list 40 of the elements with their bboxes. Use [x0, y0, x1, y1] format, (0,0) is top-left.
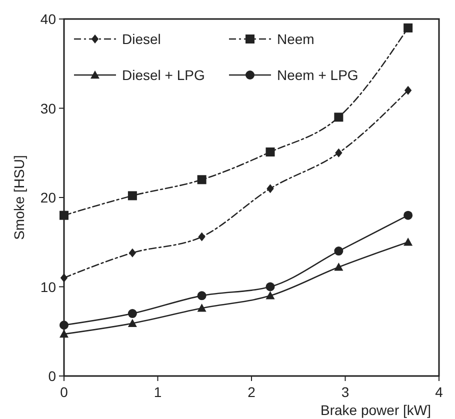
- y-tick-label: 30: [40, 100, 56, 116]
- x-tick-label: 0: [60, 384, 68, 400]
- point: [128, 191, 137, 200]
- point: [266, 147, 275, 156]
- y-tick-label: 10: [40, 278, 56, 295]
- point: [60, 210, 68, 220]
- point: [197, 175, 206, 184]
- point: [60, 273, 68, 282]
- legend-label: Diesel: [122, 31, 161, 47]
- point: [60, 320, 68, 330]
- y-tick-label: 20: [40, 190, 56, 206]
- point: [335, 148, 342, 158]
- point: [404, 210, 413, 220]
- point: [266, 291, 275, 300]
- legend-label: Diesel + LPG: [122, 67, 205, 83]
- point: [334, 112, 344, 122]
- point: [128, 318, 137, 327]
- point: [266, 184, 274, 194]
- x-tick-label: 4: [435, 384, 444, 400]
- point: [266, 282, 275, 292]
- point: [197, 291, 206, 300]
- x-axis-title: Brake power [kW]: [320, 402, 431, 418]
- x-tick-label: 2: [248, 384, 256, 400]
- y-tick-label: 40: [40, 11, 56, 27]
- point: [128, 248, 136, 258]
- y-axis-title: Smoke [HSU]: [11, 155, 27, 240]
- point: [334, 262, 344, 271]
- point: [198, 232, 206, 242]
- legend-label: Neem: [277, 31, 314, 47]
- point: [197, 304, 206, 312]
- point: [334, 246, 344, 256]
- point: [404, 23, 413, 32]
- point: [128, 309, 137, 318]
- y-tick-label: 0: [48, 368, 56, 384]
- point: [60, 330, 68, 338]
- x-tick-label: 1: [154, 384, 162, 400]
- x-tick-label: 3: [341, 384, 350, 400]
- point: [404, 86, 412, 95]
- point: [404, 238, 413, 246]
- legend-label: Neem + LPG: [277, 67, 358, 83]
